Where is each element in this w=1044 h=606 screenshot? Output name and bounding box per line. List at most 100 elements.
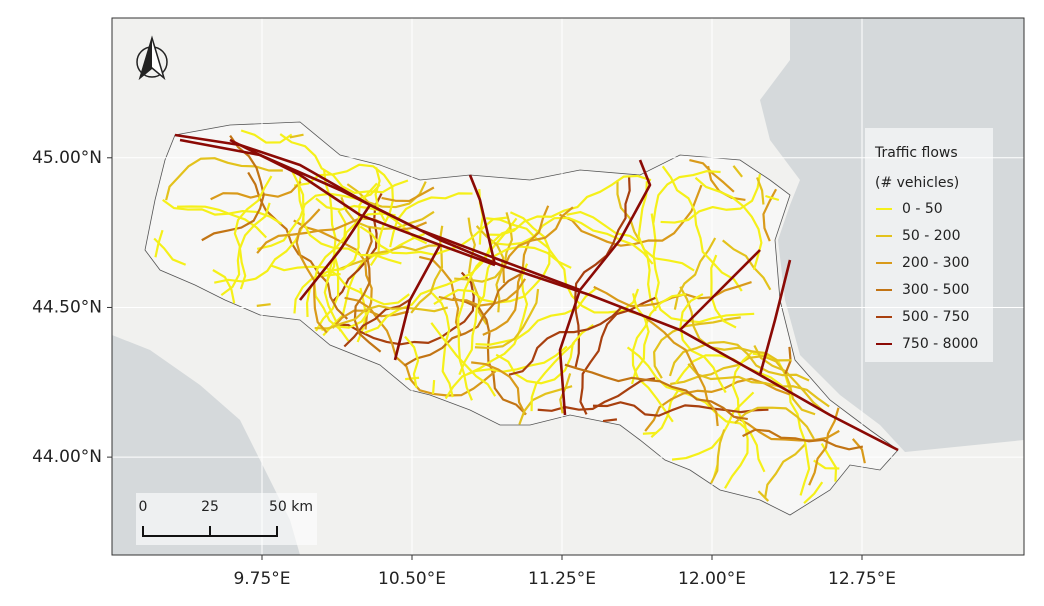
- north-arrow: [136, 35, 168, 81]
- legend-label: 500 - 750: [902, 309, 969, 325]
- road: [313, 210, 350, 342]
- scale-label: 25: [201, 499, 219, 515]
- road: [803, 481, 824, 504]
- road: [592, 401, 769, 417]
- road: [530, 342, 576, 412]
- road: [403, 273, 522, 367]
- road: [458, 245, 572, 376]
- road: [240, 129, 293, 144]
- road: [630, 293, 650, 385]
- road: [323, 169, 342, 332]
- road: [290, 168, 402, 265]
- main-road: [578, 159, 652, 291]
- plot-frame: [111, 17, 1025, 556]
- road: [471, 361, 527, 416]
- road: [732, 165, 743, 178]
- x-tick-label: 12.00°E: [678, 569, 746, 589]
- road: [374, 167, 386, 222]
- road: [279, 133, 409, 194]
- main-road: [179, 138, 581, 292]
- road: [256, 303, 271, 307]
- road: [851, 438, 866, 464]
- road: [626, 346, 766, 473]
- y-tick-label: 44.50°N: [32, 297, 102, 317]
- road: [735, 416, 840, 442]
- road: [710, 254, 737, 329]
- road: [438, 278, 527, 307]
- main-road: [468, 174, 497, 266]
- road: [293, 163, 395, 267]
- road: [765, 194, 780, 202]
- x-tick-label: 12.75°E: [828, 569, 896, 589]
- road: [343, 298, 412, 348]
- road: [474, 288, 540, 350]
- road: [295, 208, 328, 334]
- road: [325, 212, 396, 284]
- road: [210, 180, 302, 201]
- road: [763, 443, 806, 499]
- road: [419, 255, 462, 336]
- legend-label: 300 - 500: [902, 282, 969, 298]
- road: [162, 198, 283, 225]
- road: [289, 133, 304, 139]
- road: [518, 385, 573, 425]
- main-road: [298, 204, 372, 301]
- legend-label: 750 - 8000: [902, 336, 978, 352]
- road: [660, 173, 761, 224]
- road: [508, 305, 624, 376]
- main-road: [679, 249, 761, 331]
- scale-bar: 0 25 50 km: [139, 499, 313, 537]
- road: [493, 216, 654, 265]
- main-road: [758, 259, 792, 376]
- road: [247, 171, 349, 320]
- road: [679, 293, 727, 394]
- road: [153, 237, 187, 266]
- main-road: [229, 138, 496, 267]
- main-road: [174, 133, 899, 452]
- legend-label: 0 - 50: [902, 201, 943, 217]
- road: [315, 253, 340, 332]
- road: [201, 134, 265, 242]
- road: [637, 181, 695, 272]
- road: [431, 379, 436, 395]
- road: [165, 157, 283, 201]
- road: [602, 418, 618, 423]
- road: [238, 202, 271, 290]
- region-outline: [144, 121, 899, 516]
- scale-label: 0: [139, 499, 148, 515]
- road: [756, 177, 765, 205]
- road: [314, 304, 449, 330]
- legend-title: Traffic flows: [874, 145, 958, 161]
- road: [652, 170, 721, 223]
- road: [631, 293, 687, 423]
- x-tick-label: 9.75°E: [233, 569, 290, 589]
- road: [808, 407, 840, 486]
- y-tick-label: 44.00°N: [32, 447, 102, 467]
- road: [405, 376, 420, 381]
- road: [214, 172, 305, 284]
- road: [495, 323, 594, 385]
- road: [694, 176, 763, 271]
- road: [537, 377, 656, 412]
- road: [353, 227, 382, 353]
- road: [566, 210, 657, 312]
- road: [502, 206, 574, 284]
- road: [430, 322, 497, 397]
- road: [710, 429, 726, 484]
- road: [757, 490, 770, 502]
- road: [668, 340, 810, 382]
- road: [687, 363, 830, 408]
- road: [679, 286, 792, 362]
- road: [564, 363, 748, 421]
- road: [404, 335, 420, 388]
- road: [689, 159, 735, 193]
- road: [579, 296, 656, 415]
- road: [752, 352, 811, 496]
- road: [628, 309, 719, 427]
- main-road: [393, 244, 442, 361]
- x-tick-label: 11.25°E: [528, 569, 596, 589]
- road: [334, 271, 475, 346]
- legend-title: (# vehicles): [875, 175, 959, 191]
- main-road: [558, 289, 582, 416]
- road: [742, 428, 864, 451]
